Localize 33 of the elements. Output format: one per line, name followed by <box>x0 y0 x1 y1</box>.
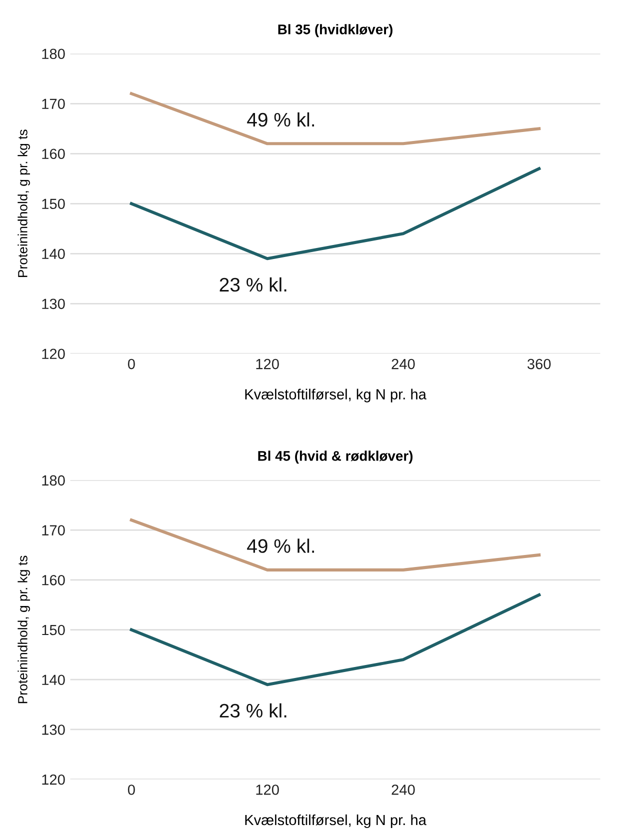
x-tick-label: 120 <box>256 358 279 370</box>
y-axis-title: Proteinindhold, g pr. kg ts <box>18 130 30 277</box>
y-tick-label: 160 <box>42 148 65 160</box>
x-tick-label: 360 <box>527 358 551 370</box>
y-tick-label: 130 <box>42 724 65 735</box>
y-tick-label: 170 <box>42 98 65 110</box>
y-tick-label: 120 <box>42 348 65 360</box>
annotation: 49 % kl. <box>247 112 314 127</box>
x-axis-title: Kvælstoftilførsel, kg N pr. ha <box>245 814 426 828</box>
x-tick-label: 120 <box>256 784 279 795</box>
x-tick-label: 0 <box>128 784 135 795</box>
y-tick-label: 140 <box>42 248 65 260</box>
chart-title: Bl 45 (hvid & rødkløver) <box>258 450 413 464</box>
y-axis-title: Proteinindhold, g pr. kg ts <box>18 556 30 704</box>
y-tick-label: 130 <box>42 298 65 310</box>
y-tick-label: 180 <box>42 48 65 60</box>
y-tick-label: 150 <box>42 624 65 636</box>
line-series <box>130 593 541 686</box>
y-tick-label: 160 <box>42 574 65 586</box>
y-tick-label: 150 <box>42 198 65 210</box>
x-tick-label: 240 <box>392 358 415 370</box>
chart-title: Bl 35 (hvidkløver) <box>278 24 392 38</box>
annotation: 23 % kl. <box>220 277 286 292</box>
line-series <box>130 167 541 260</box>
annotation: 49 % kl. <box>247 538 314 553</box>
x-axis-title: Kvælstoftilførsel, kg N pr. ha <box>245 388 426 402</box>
y-tick-label: 120 <box>42 774 65 785</box>
y-tick-label: 180 <box>42 475 65 486</box>
y-tick-label: 170 <box>42 525 65 536</box>
x-tick-label: 240 <box>392 784 415 795</box>
y-tick-label: 140 <box>42 674 65 686</box>
annotation: 23 % kl. <box>220 703 286 718</box>
x-tick-label: 0 <box>128 358 135 370</box>
